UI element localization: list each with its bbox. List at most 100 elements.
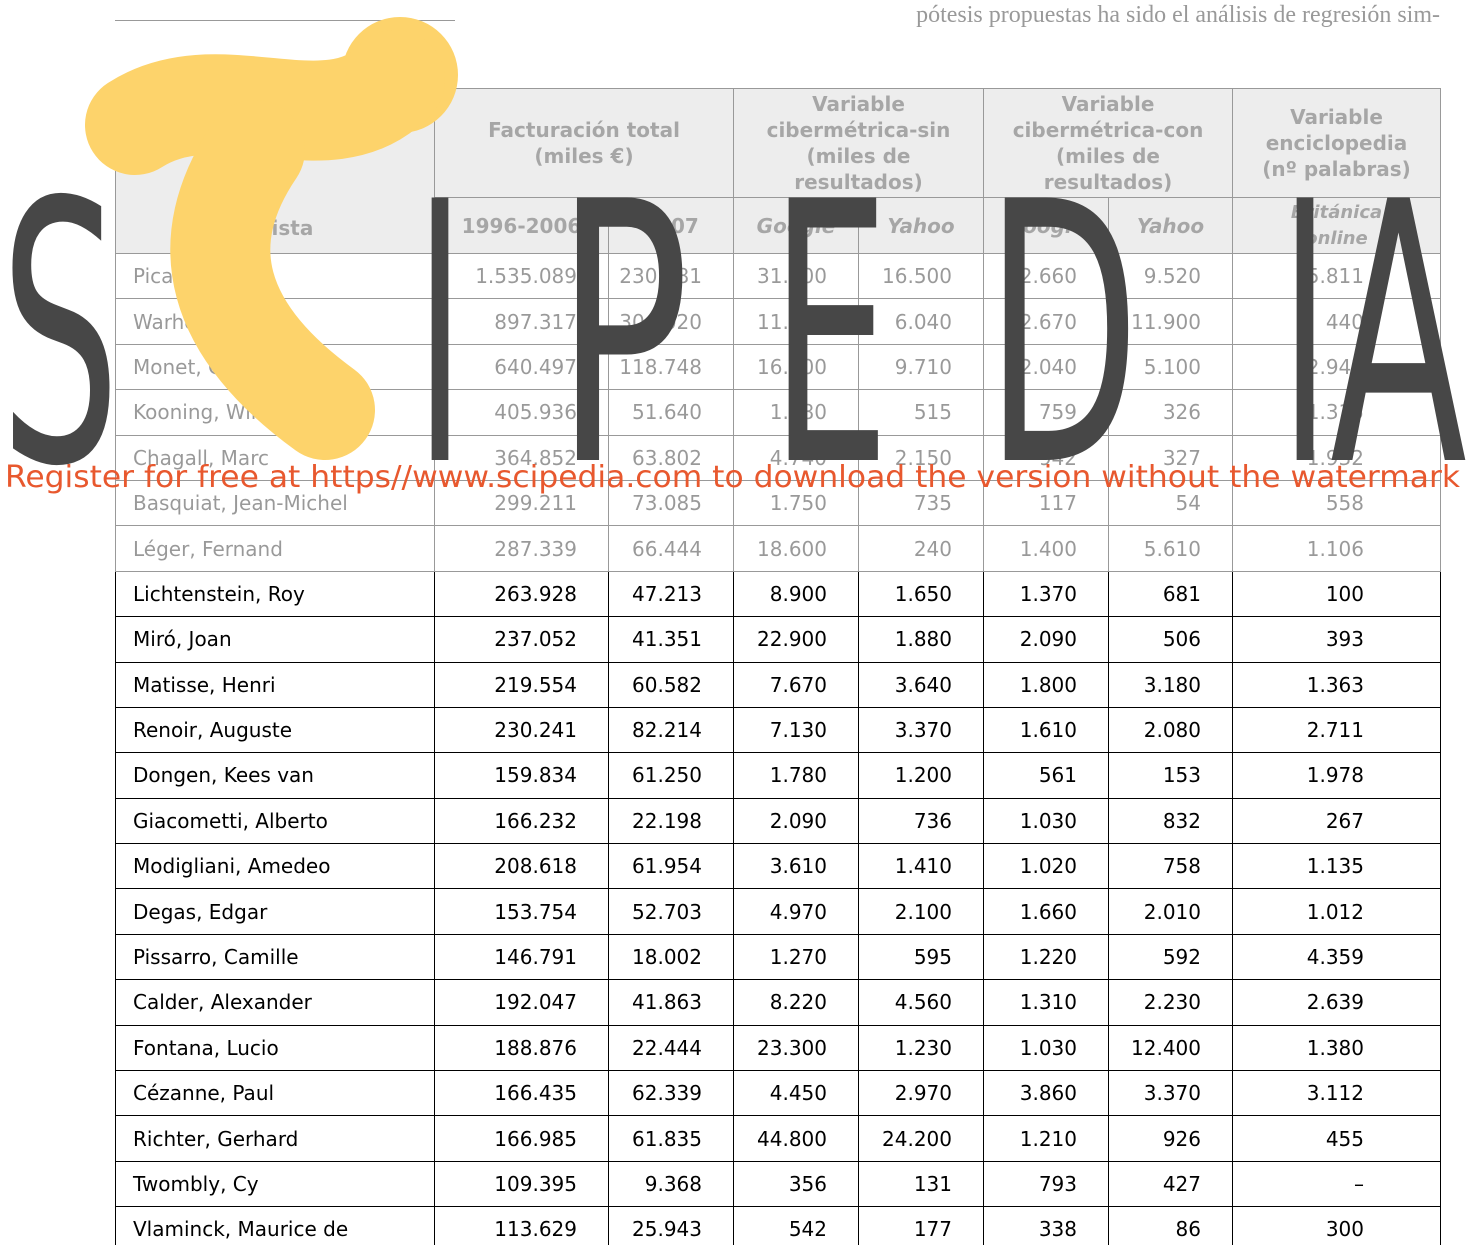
table-cell: 4.970 <box>733 888 859 935</box>
table-cell: 2.080 <box>1108 706 1233 754</box>
table-cell: 192.047 <box>434 979 609 1026</box>
table-cell: 542 <box>733 1206 859 1245</box>
body-text: pótesis propuestas ha sido el análisis d… <box>916 2 1440 28</box>
table-cell: 2.100 <box>858 888 984 935</box>
watermark-letter: I <box>415 126 465 545</box>
table-cell: Giacometti, Alberto <box>115 797 435 845</box>
table-cell: Matisse, Henri <box>115 661 435 708</box>
table-row: Vlaminck, Maurice de 113.629 25.943 542 177 3… <box>115 1206 1441 1245</box>
table-cell: 1.780 <box>733 752 859 799</box>
table-cell: 41.863 <box>608 979 734 1026</box>
table-cell: 1.270 <box>733 933 859 981</box>
table-cell: 263.928 <box>434 570 609 618</box>
table-cell: 832 <box>1108 797 1233 845</box>
table-cell: 146.791 <box>434 933 609 981</box>
table-cell: 25.943 <box>608 1206 734 1245</box>
table-row: Pissarro, Camille 146.791 18.002 1.270 595 1.… <box>115 933 1441 981</box>
table-cell: 592 <box>1108 933 1233 981</box>
table-row: Miró, Joan 237.052 41.351 22.900 1.880 2.090 5… <box>115 616 1441 663</box>
table-cell: 131 <box>858 1160 984 1208</box>
table-cell: 1.610 <box>983 706 1109 754</box>
table-cell: 8.220 <box>733 979 859 1026</box>
table-cell: Fontana, Lucio <box>115 1024 435 1072</box>
table-cell: 4.359 <box>1232 933 1441 981</box>
table-cell: 159.834 <box>434 752 609 799</box>
table-cell: 61.835 <box>608 1115 734 1162</box>
table-cell: 208.618 <box>434 843 609 890</box>
table-cell: 61.250 <box>608 752 734 799</box>
table-cell: 82.214 <box>608 706 734 754</box>
table-cell: Modigliani, Amedeo <box>115 843 435 890</box>
table-cell: 153.754 <box>434 888 609 935</box>
table-cell: 356 <box>733 1160 859 1208</box>
table-cell: 113.629 <box>434 1206 609 1245</box>
table-cell: 62.339 <box>608 1070 734 1117</box>
table-cell: Dongen, Kees van <box>115 752 435 799</box>
table-cell: 1.978 <box>1232 752 1441 799</box>
table-cell: 109.395 <box>434 1160 609 1208</box>
table-cell: 1.410 <box>858 843 984 890</box>
table-cell: 47.213 <box>608 570 734 618</box>
table-cell: 219.554 <box>434 661 609 708</box>
table-cell: 1.650 <box>858 570 984 618</box>
table-cell: 267 <box>1232 797 1441 845</box>
table-cell: 793 <box>983 1160 1109 1208</box>
table-cell: 506 <box>1108 616 1233 663</box>
table-cell: 736 <box>858 797 984 845</box>
table-row: Giacometti, Alberto 166.232 22.198 2.090 736… <box>115 797 1441 845</box>
table-cell: 22.198 <box>608 797 734 845</box>
table-cell: 300 <box>1232 1206 1441 1245</box>
table-cell: 926 <box>1108 1115 1233 1162</box>
table-cell: Richter, Gerhard <box>115 1115 435 1162</box>
table-cell: 3.370 <box>858 706 984 754</box>
table-cell: 1.880 <box>858 616 984 663</box>
table-cell: Pissarro, Camille <box>115 933 435 981</box>
table-row: Dongen, Kees van 159.834 61.250 1.780 1.200 5… <box>115 752 1441 799</box>
table-cell: 1.800 <box>983 661 1109 708</box>
table-cell: 1.135 <box>1232 843 1441 890</box>
table-cell: 595 <box>858 933 984 981</box>
table-cell: Cézanne, Paul <box>115 1070 435 1117</box>
table-cell: Vlaminck, Maurice de <box>115 1206 435 1245</box>
table-cell: 166.232 <box>434 797 609 845</box>
table-cell: Renoir, Auguste <box>115 706 435 754</box>
table-cell: 455 <box>1232 1115 1441 1162</box>
table-cell: 3.860 <box>983 1070 1109 1117</box>
table-cell: 7.130 <box>733 706 859 754</box>
table-cell: 61.954 <box>608 843 734 890</box>
table-cell: 18.002 <box>608 933 734 981</box>
table-cell: 177 <box>858 1206 984 1245</box>
table-cell: 1.012 <box>1232 888 1441 935</box>
table-cell: 1.200 <box>858 752 984 799</box>
table-row: Calder, Alexander 192.047 41.863 8.220 4.560… <box>115 979 1441 1026</box>
table-cell: 22.444 <box>608 1024 734 1072</box>
table-cell: 24.200 <box>858 1115 984 1162</box>
table-cell: 1.020 <box>983 843 1109 890</box>
table-cell: Twombly, Cy <box>115 1160 435 1208</box>
header-rule <box>115 20 455 21</box>
table-cell: 2.010 <box>1108 888 1233 935</box>
table-cell: 60.582 <box>608 661 734 708</box>
table-cell: 4.450 <box>733 1070 859 1117</box>
table-cell: 4.560 <box>858 979 984 1026</box>
table-cell: 561 <box>983 752 1109 799</box>
table-cell: 3.640 <box>858 661 984 708</box>
watermark-letter: E <box>770 126 890 545</box>
watermark-fade <box>114 87 1442 572</box>
table-cell: 338 <box>983 1206 1109 1245</box>
table-cell: 2.970 <box>858 1070 984 1117</box>
table-row: Cézanne, Paul 166.435 62.339 4.450 2.970 3.86… <box>115 1070 1441 1117</box>
table-cell: 237.052 <box>434 616 609 663</box>
watermark-letter: S <box>0 126 120 545</box>
table-row: Matisse, Henri 219.554 60.582 7.670 3.640 1.8… <box>115 661 1441 708</box>
table-row: Modigliani, Amedeo 208.618 61.954 3.610 1.41… <box>115 843 1441 890</box>
table-cell: 758 <box>1108 843 1233 890</box>
table-cell: 3.180 <box>1108 661 1233 708</box>
watermark-letter: D <box>985 126 1140 545</box>
table-cell: Miró, Joan <box>115 616 435 663</box>
table-cell: 3.610 <box>733 843 859 890</box>
table-row: Renoir, Auguste 230.241 82.214 7.130 3.370 1.… <box>115 706 1441 754</box>
table-cell: Calder, Alexander <box>115 979 435 1026</box>
table-cell: 44.800 <box>733 1115 859 1162</box>
